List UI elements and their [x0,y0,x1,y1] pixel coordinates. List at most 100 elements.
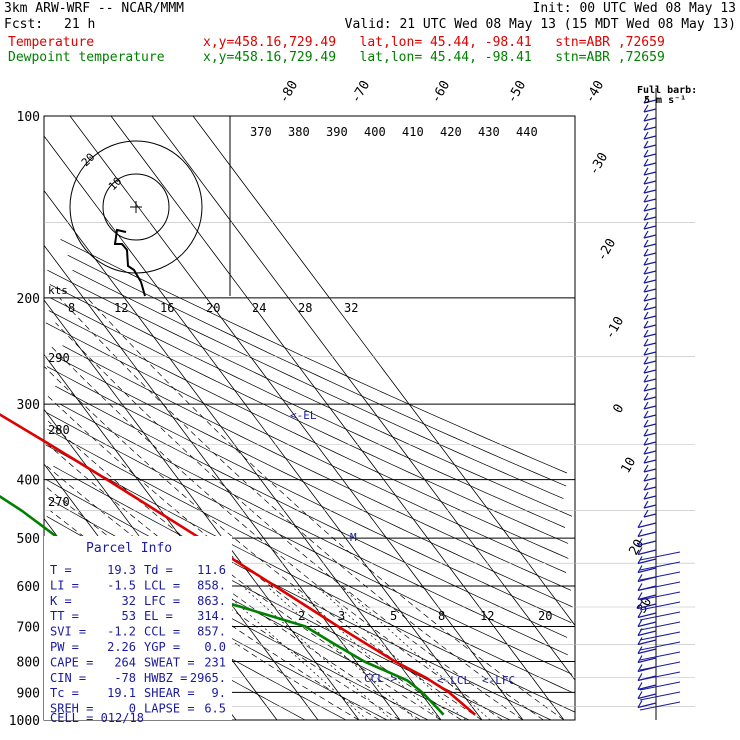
wind-barb-flag [643,392,649,401]
wind-barb [643,342,657,347]
parcel-key: CCL = [144,625,180,639]
pressure-tick-label: 100 [17,110,40,125]
isotherm-line [43,190,442,721]
mixing-ratio-line [217,585,368,721]
isotherm-label: -20 [594,236,619,264]
pressure-tick-label: 300 [17,398,40,413]
wind-barb-flag [637,637,643,645]
wind-barb [643,513,657,518]
wind-barb-flag [637,619,643,627]
moist-adiabat [50,345,503,721]
wind-barb-flag [643,284,649,293]
wind-barb-flag [643,212,649,221]
wind-barb [643,117,657,122]
wind-barb [643,423,657,428]
wind-barb-flag [643,365,649,374]
wind-barb [643,378,657,383]
wind-barb-flag [643,491,649,500]
moist-adiabat [46,465,401,721]
parcel-key: LI = [50,578,79,592]
wind-barb-flag [643,329,649,338]
wind-barb [643,306,657,311]
wind-barb [643,486,657,491]
isotherm-label: 30 [634,595,655,616]
parcel-key: SREH = [50,702,93,716]
mixing-ratio-low-label: 3 [338,609,345,623]
parcel-info-title: Parcel Info [86,541,172,556]
wind-barb-flag [643,338,649,347]
wind-barb [643,234,657,239]
parcel-value: 2.26 [107,640,136,654]
wind-barb [643,162,657,167]
dry-adiabat [67,254,567,487]
wind-barb-flag [643,167,649,176]
pressure-tick-label: 800 [17,655,40,670]
theta-label: 430 [478,125,500,139]
dry-adiabat [48,310,569,559]
wind-barb-flag [643,302,649,311]
wind-barb [643,243,657,248]
wind-barb [637,684,657,691]
wind-barb-flag [643,194,649,203]
thetae-label: 280 [48,423,70,437]
isotherm-label: -30 [586,150,611,178]
wind-barb [643,387,657,392]
wind-barb-flag [643,509,649,518]
wind-barb [643,198,657,203]
wind-barb [639,581,681,591]
theta-label: 390 [326,125,348,139]
wind-barb [643,171,657,176]
parcel-key: SWEAT = [144,655,195,669]
wind-barb [643,324,657,329]
isotherm-label: -60 [428,78,453,106]
dewpoint-legend: Dewpoint temperature [8,50,165,65]
hodograph: 20 10 kts [44,115,231,297]
mixing-ratio-low-label: 2 [298,609,305,623]
dry-adiabat [45,444,575,713]
parcel-value: 314. [197,609,226,623]
wind-barb-flag [643,464,649,473]
theta-label: 400 [364,125,386,139]
dry-adiabat [62,345,572,591]
wind-barb [637,693,657,700]
pressure-tick-label: 200 [17,292,40,307]
wind-barb-flag [643,221,649,230]
wind-barb [643,216,657,221]
wind-barb-flag [643,311,649,320]
dry-adiabat [53,465,552,721]
parcel-key: T = [50,563,72,577]
wind-barb [637,657,657,664]
parcel-value: 0.0 [204,640,226,654]
isotherm-label: -80 [276,78,301,106]
wind-barb [643,108,657,113]
forecast-label: Fcst: [4,17,44,32]
pressure-tick-label: 1000 [9,714,40,729]
dry-adiabat [46,366,572,624]
dry-adiabat [55,385,568,638]
theta-label: 420 [440,125,462,139]
isotherm-label: 0 [610,402,627,416]
valid-time: Valid: 21 UTC Wed 08 May 13 (15 MDT Wed … [344,17,736,32]
wind-barb-flag [643,158,649,167]
dry-adiabat [45,322,567,573]
parcel-value: -1.2 [107,625,136,639]
wind-barb [637,540,657,547]
wind-barb [643,135,657,140]
parcel-value: 19.3 [107,563,136,577]
wind-barb-flag [643,293,649,302]
parcel-key: Td = [144,563,173,577]
wind-barb-flag [637,610,643,618]
wind-barb-flag [643,320,649,329]
isotherm-label: 20 [626,537,647,558]
wind-barb-flag [637,583,643,591]
wind-barb [643,279,657,284]
isotherm-line [110,115,565,721]
wind-barb [637,594,657,601]
wind-barb [643,297,657,302]
m-marker: M [350,531,357,544]
mixing-ratio-label: 16 [160,301,174,315]
parcel-key: TT = [50,609,79,623]
dry-adiabat [49,284,566,528]
wind-barb [639,701,681,711]
isotherm-label: -10 [602,314,627,342]
